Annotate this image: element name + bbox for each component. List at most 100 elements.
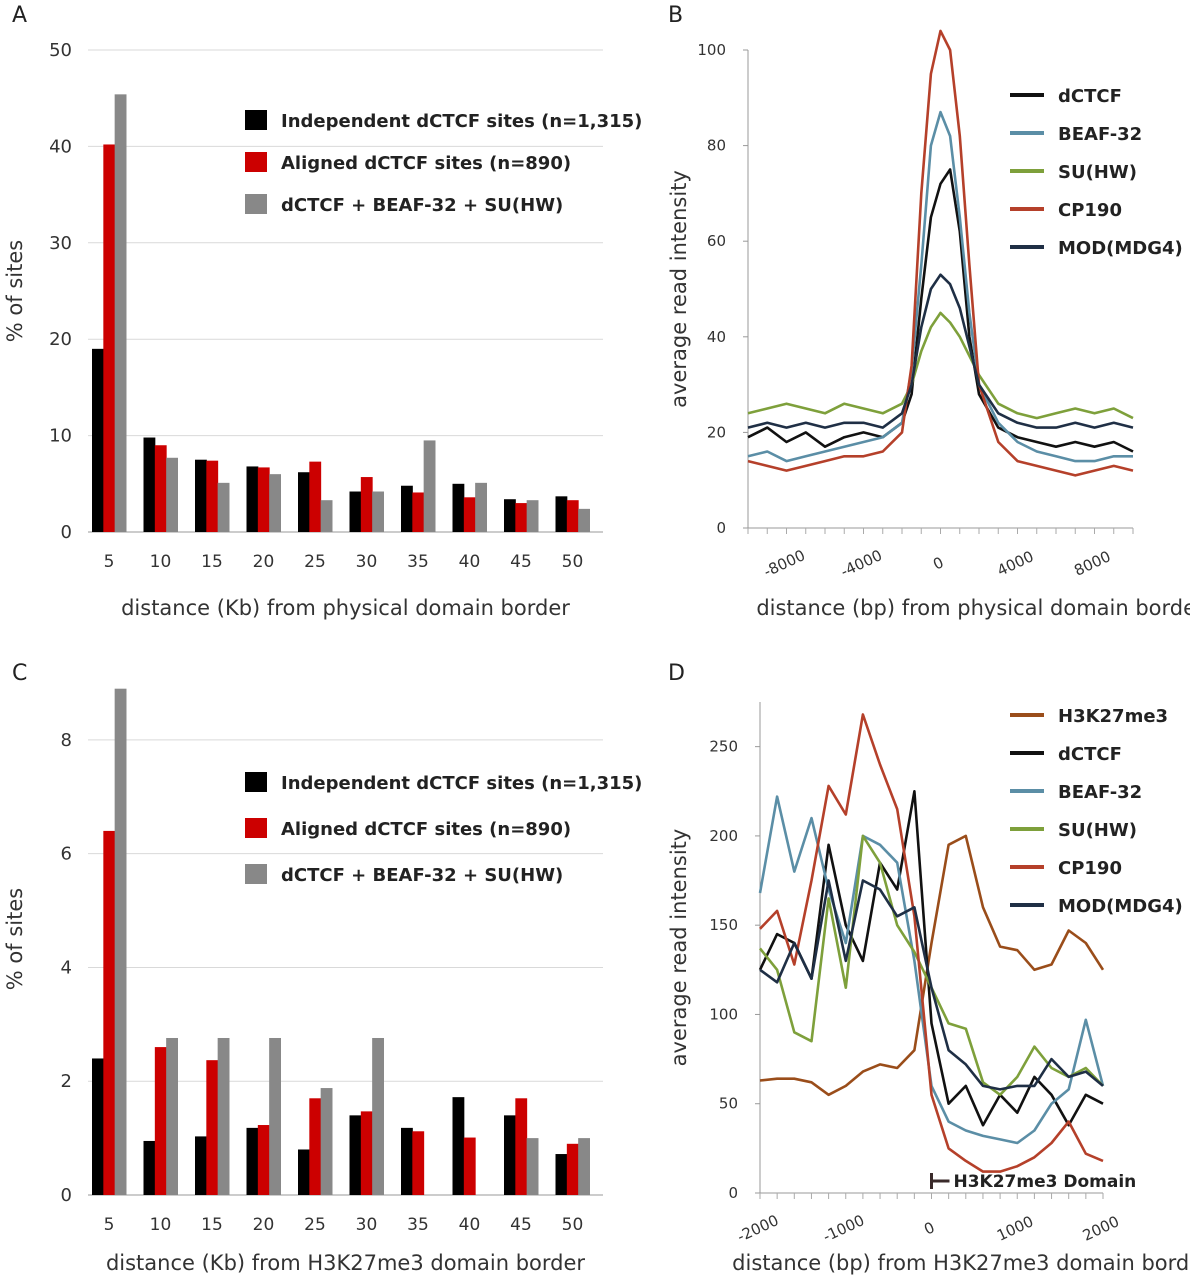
y-tick-label: 50 — [719, 1095, 738, 1113]
series-line-4 — [747, 273, 1134, 429]
y-tick-label: 50 — [49, 40, 72, 61]
y-tick-label: 200 — [709, 827, 738, 845]
x-tick-label: 8000 — [1071, 547, 1113, 579]
legend: H3K27me3 dCTCF BEAF-32 SU(HW) CP190 MOD(MDG4) — [1010, 706, 1183, 917]
bar — [372, 1037, 384, 1195]
x-tick-label: 50 — [562, 552, 584, 572]
series-line-0 — [759, 834, 1105, 1097]
x-axis-label: distance (bp) from H3K27me3 domain borde… — [732, 1251, 1190, 1275]
bar — [195, 459, 207, 532]
y-tick-label: 0 — [728, 1184, 738, 1202]
bar — [298, 472, 310, 532]
panel-label: B — [668, 3, 683, 28]
legend-label: dCTCF — [1058, 744, 1122, 765]
legend-label: dCTCF + BEAF-32 + SU(HW) — [281, 865, 563, 886]
bar — [206, 460, 219, 532]
bar — [578, 1138, 590, 1195]
legend-label: Independent dCTCF sites (n=1,315) — [281, 773, 642, 794]
x-tick-label: -2000 — [734, 1211, 781, 1246]
legend-label: SU(HW) — [1058, 162, 1137, 183]
x-tick-label: 40 — [459, 552, 481, 572]
bar — [504, 499, 516, 532]
series-line-5 — [759, 879, 1104, 1091]
bar — [412, 492, 425, 532]
legend-swatch — [245, 864, 267, 884]
y-tick-label: 40 — [707, 328, 726, 346]
legend-label: SU(HW) — [1058, 820, 1137, 841]
bar — [566, 500, 579, 532]
y-tick-label: 0 — [61, 1185, 72, 1206]
x-tick-label: -4000 — [838, 546, 885, 581]
y-tick-label: 100 — [709, 1005, 738, 1023]
bar — [349, 1115, 362, 1195]
y-axis-label: % of sites — [3, 888, 27, 990]
bar — [320, 500, 333, 532]
bar — [114, 94, 127, 533]
legend-label: Aligned dCTCF sites (n=890) — [281, 819, 571, 840]
y-tick-label: 20 — [707, 423, 726, 441]
x-tick-label: 10 — [150, 552, 172, 572]
series-line-2 — [747, 311, 1134, 420]
x-tick-label: 30 — [356, 1215, 378, 1235]
x-tick-label: 10 — [150, 1215, 172, 1235]
x-tick-label: 5 — [104, 1215, 115, 1235]
y-tick-label: 6 — [61, 844, 72, 865]
x-tick-label: -1000 — [820, 1211, 867, 1246]
panel-label: D — [668, 661, 685, 686]
y-tick-label: 100 — [697, 41, 726, 59]
legend-label: dCTCF + BEAF-32 + SU(HW) — [281, 195, 563, 216]
bar — [372, 491, 384, 532]
bar — [401, 1127, 413, 1195]
x-tick-label: 50 — [562, 1215, 584, 1235]
panel-c: C % of sites distance (Kb) from H3K27me3 d… — [3, 661, 642, 1275]
bar — [269, 474, 281, 532]
x-axis-label: distance (Kb) from H3K27me3 domain borde… — [106, 1251, 585, 1275]
bar — [92, 1058, 104, 1195]
x-tick-label: 25 — [304, 1215, 326, 1235]
y-tick-label: 150 — [709, 916, 738, 934]
legend-label: dCTCF — [1058, 86, 1122, 107]
bar — [526, 1138, 539, 1195]
legend-label: Independent dCTCF sites (n=1,315) — [281, 111, 642, 132]
bar — [526, 500, 539, 532]
series-line-1 — [758, 789, 1104, 1127]
legend-label: MOD(MDG4) — [1058, 896, 1183, 917]
y-tick-label: 20 — [49, 329, 72, 350]
bar — [320, 1088, 333, 1195]
bar — [92, 348, 104, 532]
y-tick-label: 250 — [709, 738, 738, 756]
y-tick-label: 10 — [49, 426, 72, 447]
x-tick-label: 4000 — [994, 547, 1036, 579]
legend-label: MOD(MDG4) — [1058, 238, 1183, 259]
x-tick-label: 15 — [201, 1215, 223, 1235]
bar — [143, 1140, 156, 1195]
bar — [555, 496, 568, 532]
bar — [217, 1037, 230, 1195]
x-tick-label: -8000 — [761, 546, 808, 581]
x-tick-label: 15 — [201, 552, 223, 572]
legend-swatch — [245, 194, 267, 214]
y-tick-label: 4 — [61, 957, 72, 978]
bar — [401, 485, 413, 532]
legend-label: CP190 — [1058, 858, 1122, 879]
bar — [166, 457, 178, 532]
bar — [257, 1125, 270, 1195]
bar — [360, 1111, 373, 1195]
series-line-1 — [747, 110, 1133, 463]
bar — [309, 1098, 322, 1195]
y-axis-label: % of sites — [3, 240, 27, 342]
x-tick-label: 20 — [253, 1215, 275, 1235]
legend-label: Aligned dCTCF sites (n=890) — [281, 153, 571, 174]
x-tick-label: 1000 — [994, 1212, 1036, 1244]
bar — [154, 445, 167, 532]
legend-swatch — [245, 772, 267, 792]
bar — [103, 144, 116, 533]
x-tick-label: 30 — [356, 552, 378, 572]
bar — [504, 1115, 516, 1195]
legend-swatch — [245, 152, 267, 172]
series-line-0 — [747, 168, 1134, 453]
x-tick-label: 2000 — [1080, 1212, 1122, 1244]
panel-label: C — [12, 661, 27, 686]
bar — [412, 1131, 425, 1195]
